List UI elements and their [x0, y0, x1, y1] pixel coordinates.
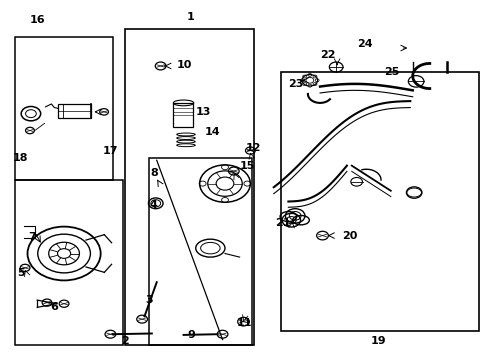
Text: 19: 19 — [370, 336, 386, 346]
Text: 22: 22 — [320, 50, 335, 60]
Bar — [281, 72, 478, 330]
Bar — [58, 104, 91, 118]
Text: 2: 2 — [121, 336, 129, 346]
Text: 16: 16 — [29, 15, 45, 26]
Text: 21: 21 — [274, 218, 290, 228]
Text: 8: 8 — [150, 168, 158, 178]
Bar — [172, 103, 193, 127]
Text: 20: 20 — [341, 231, 357, 240]
Bar — [149, 158, 251, 345]
Text: 24: 24 — [357, 40, 372, 49]
Text: 6: 6 — [50, 302, 58, 312]
Text: 11: 11 — [236, 319, 252, 328]
Text: 3: 3 — [145, 295, 153, 305]
Text: 13: 13 — [195, 107, 211, 117]
Text: 5: 5 — [18, 268, 25, 278]
Text: 1: 1 — [186, 12, 194, 22]
Text: 10: 10 — [176, 60, 191, 70]
Text: 18: 18 — [12, 153, 28, 163]
Bar — [15, 37, 113, 180]
Text: 25: 25 — [383, 67, 399, 77]
Text: 14: 14 — [204, 127, 220, 136]
Text: 12: 12 — [245, 143, 261, 153]
Text: 23: 23 — [287, 79, 303, 89]
Bar — [15, 180, 122, 345]
Text: 9: 9 — [186, 330, 194, 340]
Bar — [125, 30, 254, 345]
Text: 4: 4 — [149, 200, 157, 210]
Text: 15: 15 — [239, 161, 254, 171]
Text: 7: 7 — [28, 232, 36, 242]
Text: 17: 17 — [103, 146, 119, 156]
